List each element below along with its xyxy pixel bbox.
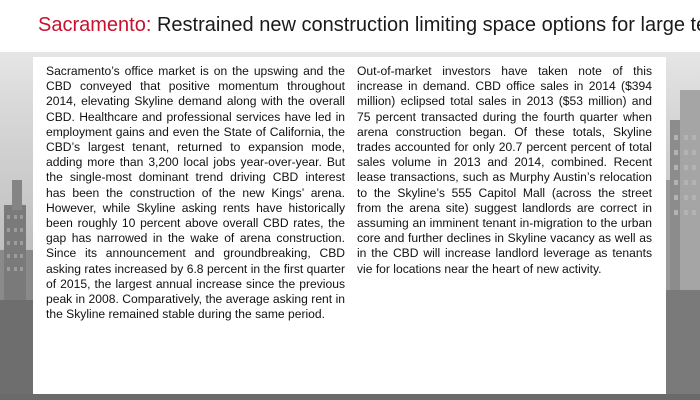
right-column-text: Out-of-market investors have taken note … [357,64,652,276]
title-text: Restrained new construction limiting spa… [151,14,700,36]
title-bar: Sacramento: Restrained new construction … [0,0,700,52]
text-panel: Sacramento’s office market is on the ups… [33,57,666,394]
left-column-text: Sacramento’s office market is on the ups… [46,64,345,322]
title-city: Sacramento: [38,14,152,36]
slide-title: Sacramento: Restrained new construction … [38,13,700,37]
